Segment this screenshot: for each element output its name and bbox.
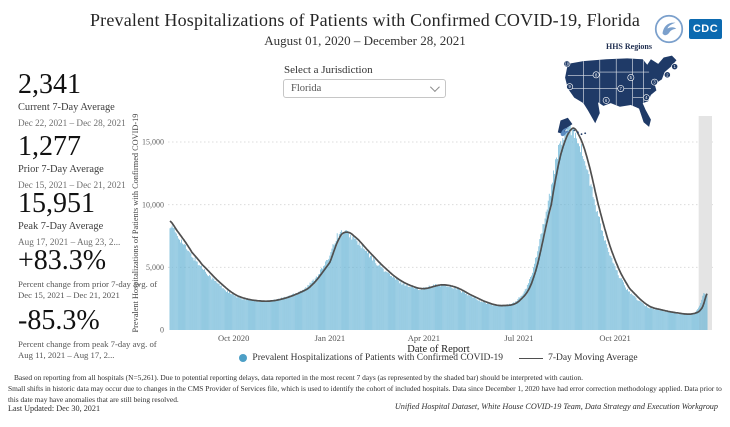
legend-label: Prevalent Hospitalizations of Patients w… (252, 353, 504, 363)
moving-average-line (169, 127, 708, 315)
hhs-eagle-icon (560, 127, 570, 137)
x-axis-ticks: Oct 2020 Jan 2021 Apr 2021 Jul 2021 Oct 2021 (218, 333, 631, 343)
cdc-logo-text: CDC (692, 23, 719, 35)
legend-dot-icon (239, 354, 248, 362)
stat-date-range: Aug 17, 2021 – Aug 23, 2... (18, 237, 121, 247)
legend-line-icon (519, 357, 544, 359)
stat-value: -85.3% (18, 305, 100, 336)
svg-text:1: 1 (674, 64, 677, 69)
stat-date-range: Dec 22, 2021 – Dec 28, 2021 (18, 118, 126, 128)
svg-text:8: 8 (595, 72, 598, 77)
svg-text:5: 5 (630, 75, 633, 80)
footnote-historic-data: Small shifts in historic data may occur … (8, 384, 722, 404)
x-axis-label: Date of Report (407, 344, 469, 355)
svg-text:10: 10 (565, 61, 570, 66)
svg-text:Jul 2021: Jul 2021 (504, 333, 533, 343)
stat-value: 15,951 (18, 188, 95, 219)
stat-label: Prior 7-Day Average (18, 164, 104, 175)
region-number-badges: 12 3 4 5 6 7 8 9 10 (563, 60, 679, 104)
svg-text:15,000: 15,000 (142, 138, 164, 147)
page-title: Prevalent Hospitalizations of Patients w… (89, 10, 641, 30)
svg-text:10,000: 10,000 (142, 200, 164, 209)
svg-text:9: 9 (569, 84, 572, 89)
hhs-logo-icon (654, 14, 684, 44)
stat-label: Percent change from prior 7-day avg. of … (18, 279, 158, 300)
stat-value: +83.3% (18, 245, 107, 276)
legend-item-hospitalizations: Prevalent Hospitalizations of Patients w… (239, 353, 503, 363)
svg-text:6: 6 (605, 98, 608, 103)
jurisdiction-selected-value: Florida (291, 83, 322, 94)
hawaii-islands (573, 129, 587, 136)
hhs-regions-title: HHS Regions (605, 42, 652, 51)
stat-change-from-peak: -85.3% Percent change from peak 7-day av… (18, 306, 163, 360)
svg-text:Oct 2020: Oct 2020 (218, 333, 249, 343)
stat-change-from-prior: +83.3% Percent change from prior 7-day a… (18, 246, 163, 300)
footnote-reporting: Based on reporting from all hospitals (N… (14, 373, 583, 382)
svg-text:7: 7 (620, 86, 623, 91)
svg-text:3: 3 (653, 80, 656, 85)
stat-label: Percent change from peak 7-day avg. of A… (18, 339, 157, 360)
legend-item-moving-average: 7-Day Moving Average (519, 353, 638, 363)
hhs-regions-panel: HHS Regions 1 2 3 4 5 6 7 8 9 10 (551, 42, 707, 141)
svg-text:Apr 2021: Apr 2021 (408, 333, 440, 343)
alaska-shape (557, 117, 573, 135)
stat-value: 1,277 (18, 131, 81, 162)
svg-text:Oct 2021: Oct 2021 (599, 333, 630, 343)
legend-label: 7-Day Moving Average (548, 353, 638, 363)
recent-days-shaded-band (698, 116, 712, 330)
svg-text:5,000: 5,000 (146, 263, 164, 272)
jurisdiction-dropdown[interactable]: Florida (283, 79, 446, 98)
agency-logos: CDC (654, 14, 722, 44)
data-source-credit: Unified Hospital Dataset, White House CO… (394, 402, 718, 411)
svg-text:Jan 2021: Jan 2021 (315, 333, 345, 343)
stat-label: Current 7-Day Average (18, 102, 115, 113)
jurisdiction-label: Select a Jurisdiction (284, 64, 373, 76)
chevron-down-icon (429, 82, 440, 93)
daily-hospitalization-bars (169, 122, 708, 331)
y-axis-label: Prevalent Hospitalizations of Patients w… (131, 114, 140, 333)
stat-prior-average: 1,277 Prior 7-Day Average Dec 15, 2021 –… (18, 131, 163, 191)
stat-value: 2,341 (18, 69, 81, 100)
last-updated: Last Updated: Dec 30, 2021 (8, 404, 101, 413)
stat-label: Peak 7-Day Average (18, 221, 104, 232)
stat-date-range: Dec 15, 2021 – Dec 21, 2021 (18, 180, 126, 190)
chart-legend: Prevalent Hospitalizations of Patients w… (170, 353, 707, 363)
svg-text:4: 4 (645, 95, 648, 100)
svg-text:2: 2 (666, 72, 669, 77)
page-subtitle: August 01, 2020 – December 28, 2021 (264, 33, 466, 48)
gridlines: 0 5,000 10,000 15,000 (142, 138, 713, 335)
stat-peak-average: 15,951 Peak 7-Day Average Aug 17, 2021 –… (18, 188, 163, 248)
state-borders (565, 57, 651, 108)
hhs-regions-map[interactable]: 12 3 4 5 6 7 8 9 10 (554, 52, 704, 136)
stat-current-average: 2,341 Current 7-Day Average Dec 22, 2021… (18, 69, 163, 129)
cdc-logo: CDC (689, 19, 722, 39)
svg-text:0: 0 (160, 326, 164, 335)
